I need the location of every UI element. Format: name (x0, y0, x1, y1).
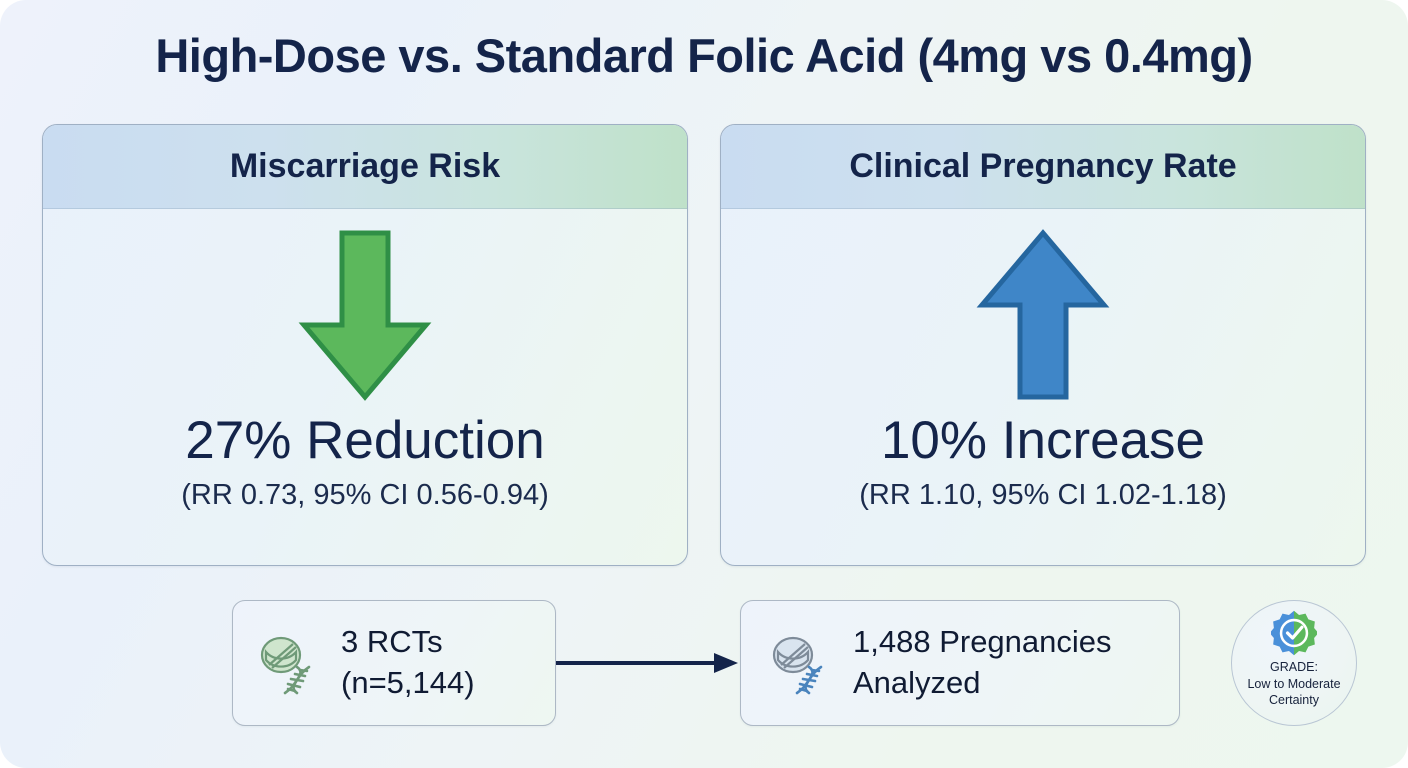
card-body-clinical-pregnancy-rate: 10% Increase (RR 1.10, 95% CI 1.02-1.18) (721, 209, 1365, 565)
right-arrow-icon (556, 653, 738, 673)
card-header-label: Miscarriage Risk (229, 147, 501, 185)
outcome-card-clinical-pregnancy-rate: Clinical Pregnancy Rate 10% Increase (RR… (720, 124, 1366, 566)
arrow-down-wrap (290, 227, 440, 403)
card-body-miscarriage-risk: 27% Reduction (RR 0.73, 95% CI 0.56-0.94… (43, 209, 687, 565)
stat-sub-pregnancy: (RR 1.10, 95% CI 1.02-1.18) (859, 479, 1227, 512)
grade-line-2: Low to Moderate (1247, 676, 1341, 691)
grade-badge-text: GRADE: Low to Moderate Certainty (1247, 659, 1340, 709)
pill-dna-icon (260, 636, 311, 695)
certified-seal-icon (1271, 610, 1317, 656)
flow-line-1: 1,488 Pregnancies (853, 624, 1112, 660)
pill-dna-icon (772, 636, 823, 695)
grade-line-1: GRADE: (1270, 660, 1318, 674)
card-header-clinical-pregnancy-rate: Clinical Pregnancy Rate (721, 125, 1365, 209)
study-flow-row: 3 RCTs (n=5,144) (0, 596, 1408, 742)
stat-main-pregnancy: 10% Increase (880, 411, 1206, 470)
stat-main-miscarriage: 27% Reduction (185, 411, 545, 470)
flow-line-2: (n=5,144) (341, 665, 475, 700)
flow-box-pregnancies: 1,488 Pregnancies Analyzed (740, 600, 1180, 726)
arrow-up-wrap (968, 227, 1118, 403)
flow-line-1: 3 RCTs (341, 624, 443, 660)
flow-box-rcts: 3 RCTs (n=5,144) (232, 600, 556, 726)
flow-text-pregnancies: 1,488 Pregnancies Analyzed (853, 622, 1112, 704)
flow-line-2: Analyzed (853, 665, 981, 700)
card-header-miscarriage-risk: Miscarriage Risk (43, 125, 687, 209)
outcome-cards-row: Miscarriage Risk 27% Reduction (RR 0.73,… (42, 124, 1366, 566)
grade-line-3: Certainty (1268, 693, 1319, 707)
outcome-card-miscarriage-risk: Miscarriage Risk 27% Reduction (RR 0.73,… (42, 124, 688, 566)
card-header-label: Clinical Pregnancy Rate (849, 147, 1237, 185)
grade-certainty-badge: GRADE: Low to Moderate Certainty (1231, 600, 1357, 726)
arrow-up-icon (976, 229, 1110, 400)
stat-sub-miscarriage: (RR 0.73, 95% CI 0.56-0.94) (181, 479, 549, 512)
arrow-down-icon (298, 230, 432, 401)
flow-text-rcts: 3 RCTs (n=5,144) (341, 622, 475, 704)
page-title: High-Dose vs. Standard Folic Acid (4mg v… (155, 29, 1253, 82)
